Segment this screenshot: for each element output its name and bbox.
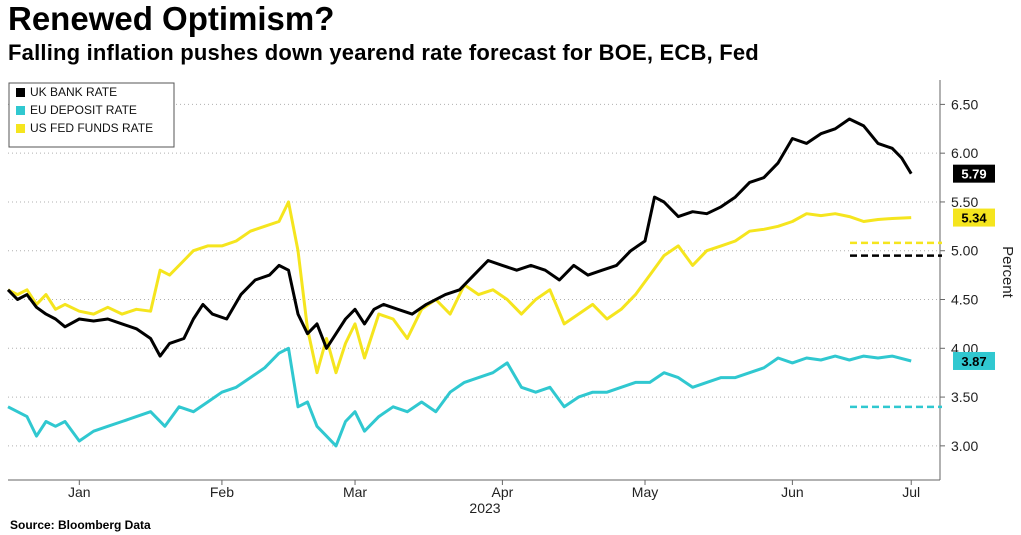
end-label-box-uk-bank-rate (953, 164, 995, 183)
y-tick-label: 3.00 (951, 438, 978, 454)
chart-title: Renewed Optimism? (8, 0, 335, 37)
series-line-uk-bank-rate (6, 117, 913, 358)
x-axis-ticks: Jan Feb Mar Apr May Jun Jul (68, 480, 920, 500)
y-tick-label: 6.50 (951, 96, 978, 112)
legend-swatch-us-fed-funds-rate (16, 124, 25, 133)
y-tick-label: 6.00 (951, 145, 978, 161)
y-tick-label: 5.50 (951, 194, 978, 210)
y-axis-ticks: 3.003.504.004.505.005.506.006.50 (940, 96, 978, 454)
x-tick-label: Feb (210, 484, 234, 500)
x-tick-label: Mar (343, 484, 367, 500)
y-tick-label: 3.50 (951, 389, 978, 405)
x-tick-label: Jul (902, 484, 920, 500)
end-label-box-us-fed-funds-rate (953, 208, 995, 227)
chart-subtitle: Falling inflation pushes down yearend ra… (8, 40, 759, 65)
y-tick-label: 5.00 (951, 243, 978, 259)
source-note: Source: Bloomberg Data (10, 518, 151, 532)
legend: UK BANK RATE EU DEPOSIT RATE US FED FUNDS … (8, 82, 175, 148)
x-tick-label: May (632, 484, 658, 500)
y-axis-label: Percent (999, 246, 1016, 299)
legend-label-eu-deposit-rate: EU DEPOSIT RATE (30, 103, 137, 117)
series-line-us-fed-funds-rate (7, 200, 912, 375)
x-tick-label: Jan (68, 484, 91, 500)
legend-box (8, 82, 175, 148)
end-label-box-eu-deposit-rate (953, 351, 995, 370)
legend-swatch-eu-deposit-rate (16, 106, 25, 115)
y-tick-label: 4.50 (951, 292, 978, 308)
end-label-uk-bank-rate: 5.79 (961, 167, 986, 182)
end-labels: 5.79 3.87 5.34 (953, 164, 995, 370)
x-tick-label: Apr (492, 484, 514, 500)
end-label-eu-deposit-rate: 3.87 (961, 354, 986, 369)
legend-label-uk-bank-rate: UK BANK RATE (30, 85, 117, 99)
forecast-lines (850, 241, 942, 409)
end-label-us-fed-funds-rate: 5.34 (961, 211, 987, 226)
x-tick-label: Jun (781, 484, 804, 500)
legend-label-us-fed-funds-rate: US FED FUNDS RATE (30, 121, 153, 135)
year-label: 2023 (469, 500, 500, 516)
legend-swatch-uk-bank-rate (16, 88, 25, 97)
series-lines (6, 117, 913, 448)
series-line-eu-deposit-rate (7, 346, 912, 448)
